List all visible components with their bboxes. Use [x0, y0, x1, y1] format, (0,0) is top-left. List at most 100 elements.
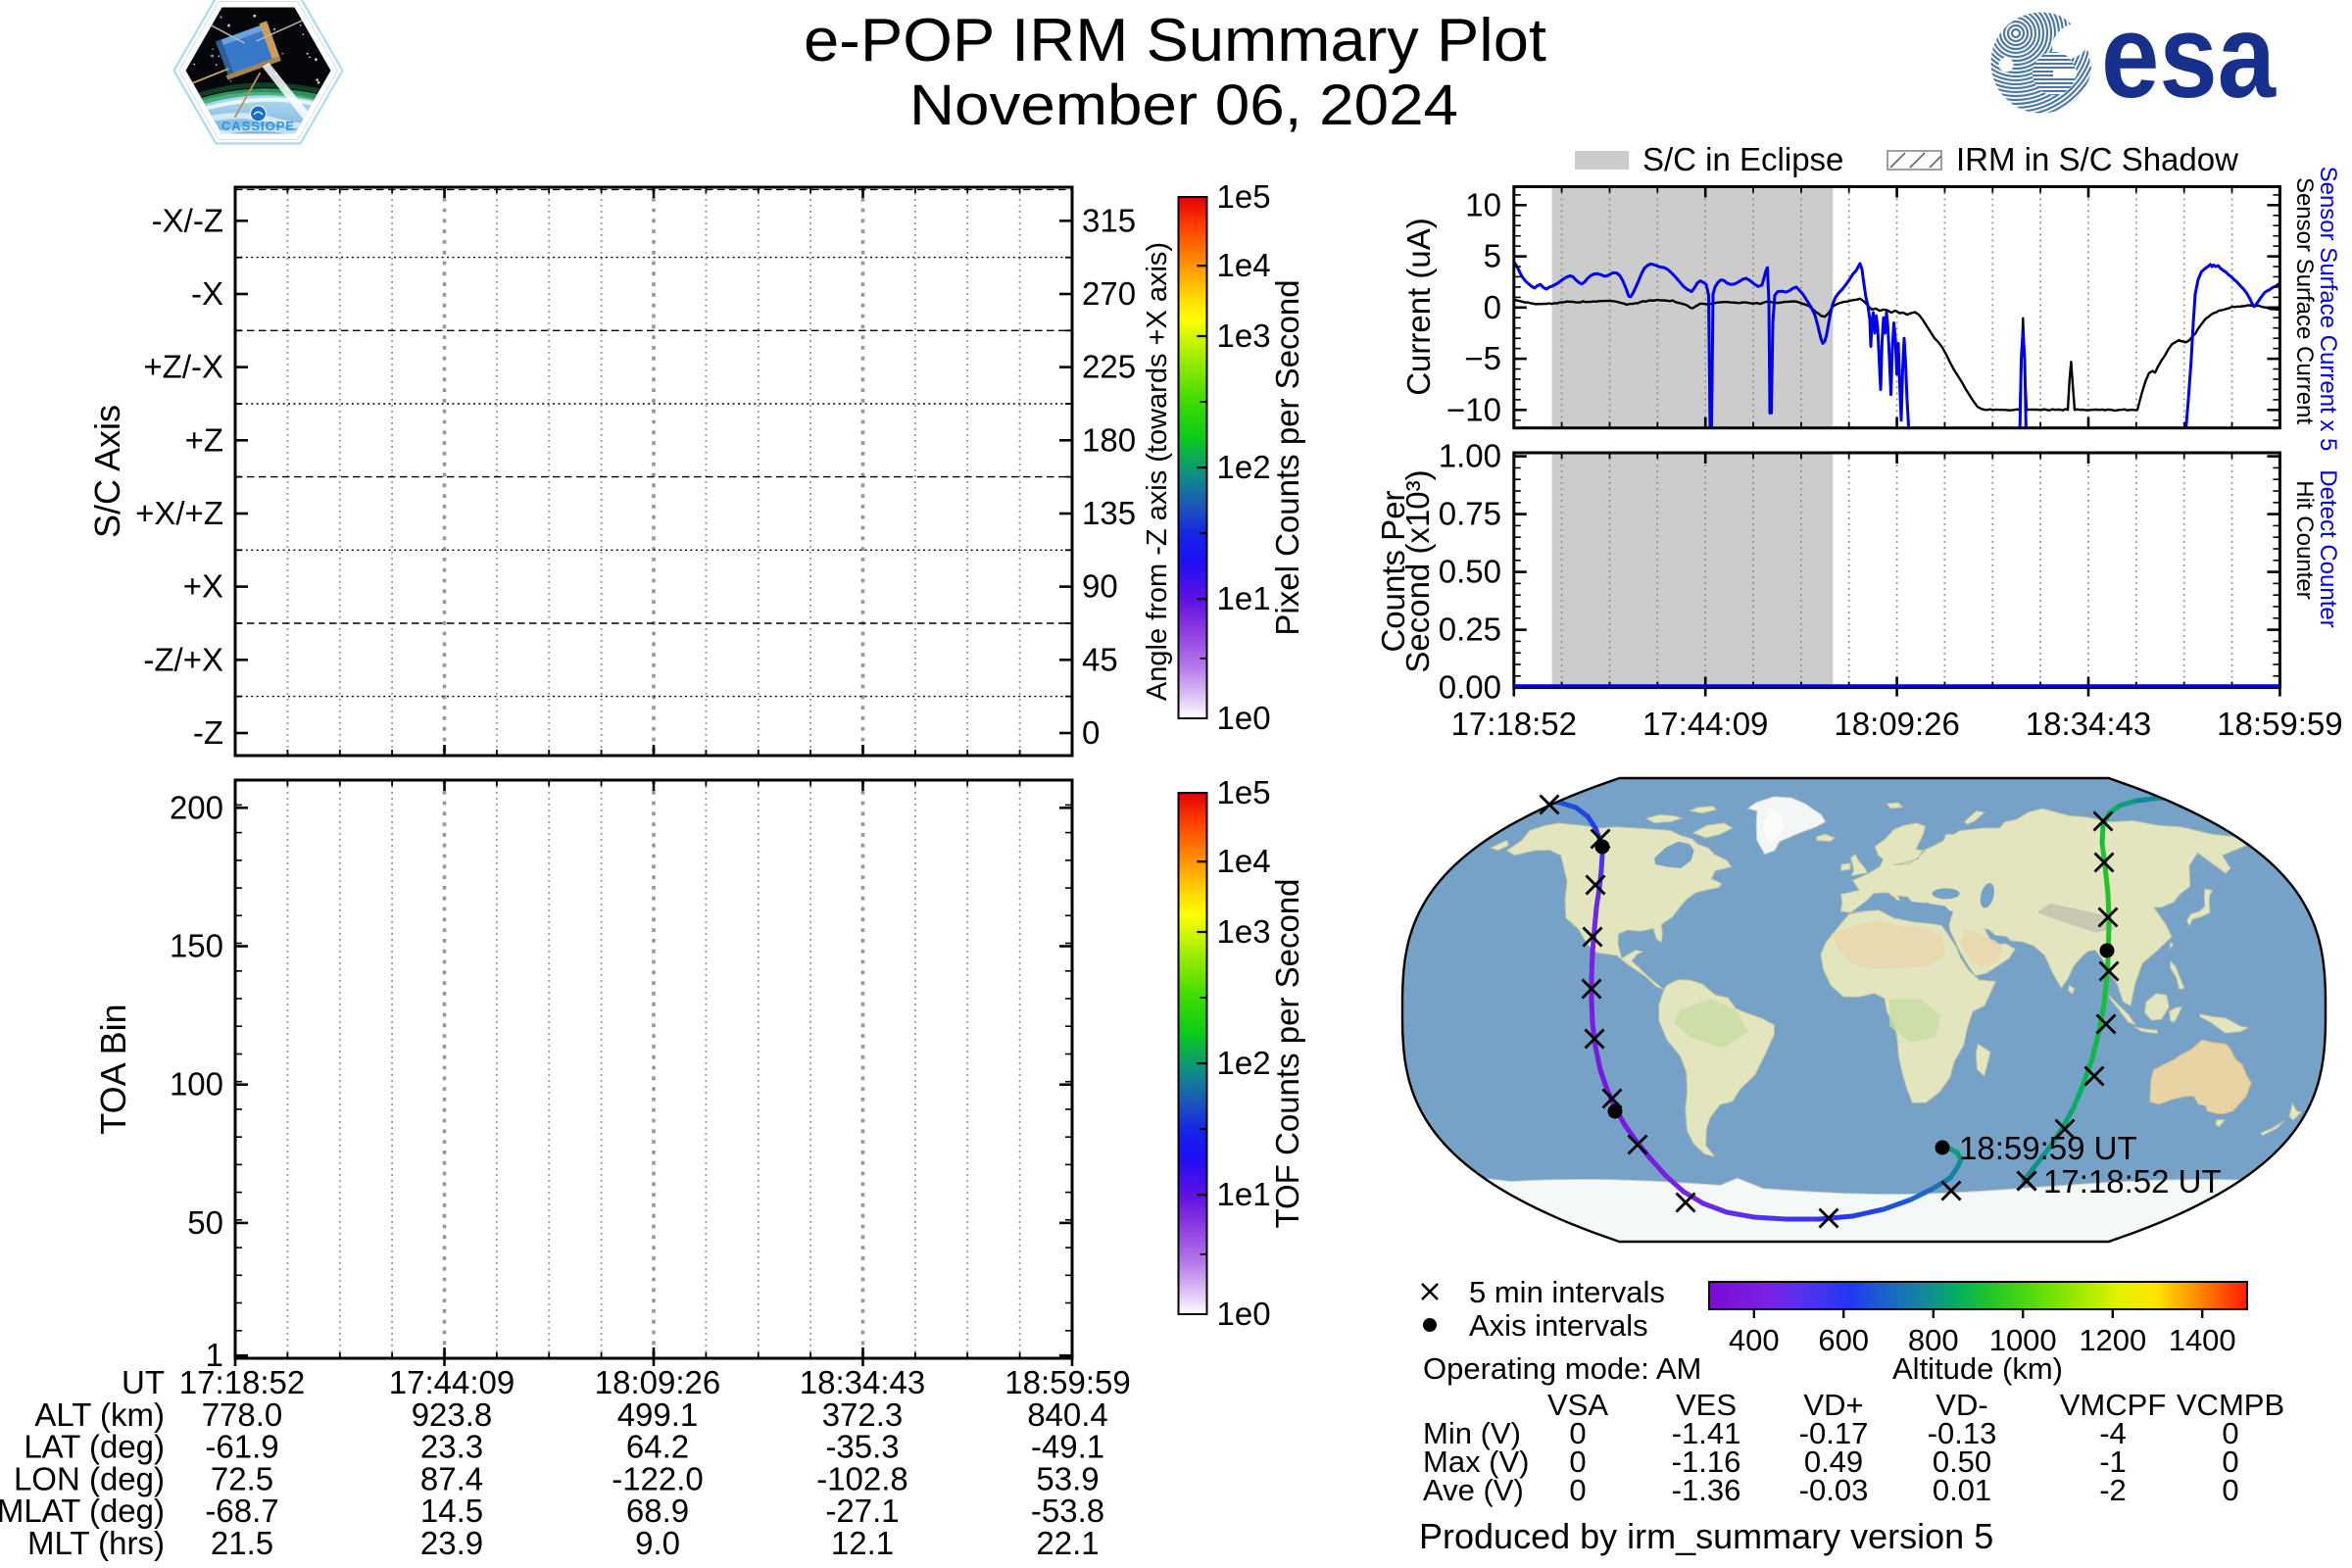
svg-text:1200: 1200 — [2079, 1323, 2146, 1357]
svg-text:November 06, 2024: November 06, 2024 — [909, 74, 1458, 137]
svg-text:Produced by irm_summary versio: Produced by irm_summary version 5 — [1419, 1516, 1993, 1556]
svg-text:600: 600 — [1818, 1323, 1869, 1357]
svg-text:UT: UT — [122, 1364, 165, 1400]
svg-text:800: 800 — [1908, 1323, 1959, 1357]
svg-text:Counts Per: Counts Per — [1375, 490, 1411, 652]
svg-text:Second (x10³): Second (x10³) — [1399, 469, 1436, 672]
svg-text:1e0: 1e0 — [1217, 700, 1271, 736]
svg-text:+Z/-X: +Z/-X — [143, 349, 223, 385]
svg-text:1e5: 1e5 — [1217, 774, 1271, 810]
svg-text:0: 0 — [1569, 1416, 1586, 1450]
svg-text:Altitude (km): Altitude (km) — [1892, 1351, 2063, 1386]
svg-text:-122.0: -122.0 — [612, 1460, 704, 1496]
svg-text:400: 400 — [1729, 1323, 1780, 1357]
svg-text:1e4: 1e4 — [1217, 843, 1271, 879]
svg-text:-4: -4 — [2099, 1416, 2127, 1450]
svg-text:50: 50 — [187, 1204, 223, 1241]
svg-text:Operating mode: AM: Operating mode: AM — [1423, 1351, 1701, 1386]
svg-text:-1.16: -1.16 — [1672, 1445, 1741, 1479]
svg-text:1e3: 1e3 — [1217, 318, 1271, 354]
svg-text:1e4: 1e4 — [1217, 247, 1271, 283]
svg-text:-1: -1 — [2099, 1445, 2127, 1479]
svg-text:100: 100 — [170, 1066, 223, 1102]
svg-text:LON (deg): LON (deg) — [14, 1460, 165, 1496]
svg-text:840.4: 840.4 — [1027, 1396, 1108, 1433]
svg-text:0.00: 0.00 — [1439, 669, 1501, 706]
svg-text:18:34:43: 18:34:43 — [2026, 706, 2151, 742]
svg-text:17:18:52: 17:18:52 — [179, 1364, 305, 1400]
svg-text:-Z/+X: -Z/+X — [143, 641, 223, 677]
svg-text:VES: VES — [1676, 1388, 1737, 1422]
svg-text:S/C Axis: S/C Axis — [87, 405, 127, 538]
svg-text:e-POP IRM Summary Plot: e-POP IRM Summary Plot — [804, 7, 1546, 74]
svg-text:1e5: 1e5 — [1217, 178, 1271, 215]
svg-text:-68.7: -68.7 — [205, 1493, 278, 1529]
svg-text:Ave (V): Ave (V) — [1423, 1473, 1524, 1507]
svg-text:1e3: 1e3 — [1217, 913, 1271, 950]
svg-text:23.3: 23.3 — [420, 1429, 483, 1465]
svg-text:VCMPB: VCMPB — [2177, 1388, 2284, 1422]
svg-text:10: 10 — [1465, 186, 1501, 222]
svg-text:9.0: 9.0 — [635, 1525, 680, 1561]
svg-text:LAT (deg): LAT (deg) — [24, 1429, 165, 1465]
svg-text:12.1: 12.1 — [831, 1525, 894, 1561]
svg-text:0: 0 — [1569, 1473, 1586, 1507]
svg-text:270: 270 — [1082, 275, 1136, 312]
svg-text:18:59:59: 18:59:59 — [2217, 706, 2342, 742]
svg-text:18:09:26: 18:09:26 — [595, 1364, 720, 1400]
svg-text:135: 135 — [1082, 495, 1136, 531]
svg-text:72.5: 72.5 — [211, 1460, 273, 1496]
svg-text:-0.17: -0.17 — [1799, 1416, 1869, 1450]
svg-text:-102.8: -102.8 — [816, 1460, 908, 1496]
svg-text:225: 225 — [1082, 349, 1136, 385]
svg-text:TOA Bin: TOA Bin — [93, 1004, 133, 1134]
svg-text:1: 1 — [206, 1337, 223, 1373]
svg-text:18:09:26: 18:09:26 — [1834, 706, 1959, 742]
svg-text:VD-: VD- — [1936, 1388, 1987, 1422]
svg-text:53.9: 53.9 — [1036, 1460, 1099, 1496]
svg-text:1e2: 1e2 — [1217, 1045, 1271, 1081]
svg-text:1000: 1000 — [1989, 1323, 2057, 1357]
svg-text:0: 0 — [1484, 289, 1501, 325]
svg-text:0: 0 — [1082, 714, 1100, 751]
svg-text:18:59:59: 18:59:59 — [1004, 1364, 1130, 1400]
svg-text:-53.8: -53.8 — [1031, 1493, 1104, 1529]
svg-text:-Z: -Z — [193, 714, 223, 751]
svg-text:Pixel Counts per Second: Pixel Counts per Second — [1269, 279, 1305, 635]
svg-text:-1.36: -1.36 — [1672, 1473, 1741, 1507]
svg-text:Angle from -Z axis (towards +X: Angle from -Z axis (towards +X axis) — [1142, 242, 1173, 701]
svg-text:0.50: 0.50 — [1439, 554, 1501, 590]
svg-text:VD+: VD+ — [1803, 1388, 1863, 1422]
svg-text:315: 315 — [1082, 202, 1136, 238]
svg-text:+Z: +Z — [185, 421, 223, 458]
svg-text:0: 0 — [2222, 1445, 2238, 1479]
svg-text:Max (V): Max (V) — [1423, 1445, 1530, 1479]
svg-text:22.1: 22.1 — [1036, 1525, 1099, 1561]
svg-text:45: 45 — [1082, 641, 1118, 677]
svg-text:0: 0 — [1569, 1445, 1586, 1479]
svg-text:87.4: 87.4 — [420, 1460, 483, 1496]
svg-text:17:44:09: 17:44:09 — [1642, 706, 1768, 742]
svg-text:-27.1: -27.1 — [825, 1493, 899, 1529]
svg-text:IRM in S/C Shadow: IRM in S/C Shadow — [1956, 141, 2238, 177]
svg-text:S/C in Eclipse: S/C in Eclipse — [1642, 141, 1843, 177]
svg-text:-X/-Z: -X/-Z — [152, 202, 223, 238]
svg-text:1e2: 1e2 — [1217, 449, 1271, 485]
svg-text:CASSIOPE: CASSIOPE — [221, 119, 295, 133]
svg-text:17:44:09: 17:44:09 — [389, 1364, 514, 1400]
svg-text:1400: 1400 — [2169, 1323, 2236, 1357]
svg-text:esa: esa — [2101, 0, 2277, 122]
svg-text:18:59:59 UT: 18:59:59 UT — [1959, 1130, 2137, 1166]
svg-text:+X: +X — [183, 568, 223, 605]
svg-text:1.00: 1.00 — [1439, 438, 1501, 474]
svg-text:-49.1: -49.1 — [1031, 1429, 1104, 1465]
svg-text:-X: -X — [191, 275, 223, 312]
svg-text:64.2: 64.2 — [626, 1429, 689, 1465]
svg-text:−5: −5 — [1464, 340, 1501, 376]
svg-text:-0.13: -0.13 — [1928, 1416, 1997, 1450]
svg-text:MLAT (deg): MLAT (deg) — [0, 1493, 165, 1529]
svg-text:Axis intervals: Axis intervals — [1469, 1308, 1648, 1343]
svg-text:+X/+Z: +X/+Z — [135, 495, 223, 531]
svg-text:0.01: 0.01 — [1933, 1473, 1991, 1507]
svg-text:0.50: 0.50 — [1933, 1445, 1991, 1479]
